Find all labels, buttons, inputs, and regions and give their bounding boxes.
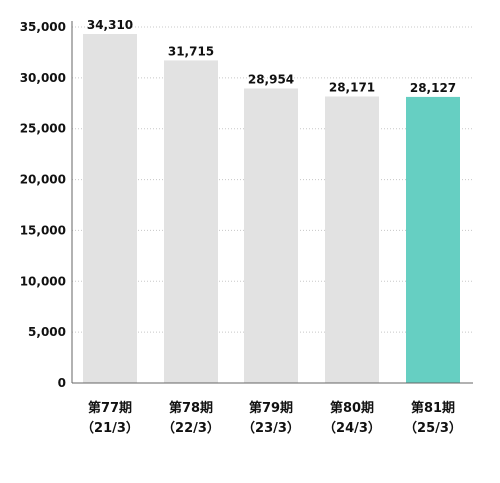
bars	[83, 34, 460, 384]
bar	[83, 34, 137, 384]
data-label: 28,127	[410, 81, 456, 95]
y-tick-label: 15,000	[20, 223, 66, 237]
bar	[164, 60, 218, 383]
data-label: 28,954	[248, 72, 294, 86]
x-category-sublabel: （25/3）	[404, 420, 462, 436]
x-category-labels: 第77期 （21/3） 第78期 （22/3） 第79期 （23/3） 第80期 （24/3）…	[81, 400, 462, 436]
x-category-sublabel: （22/3）	[162, 420, 220, 436]
x-category-label: 第80期	[330, 400, 374, 416]
bar	[325, 96, 379, 383]
y-tick-label: 25,000	[20, 122, 66, 136]
bar	[244, 88, 298, 383]
x-category-sublabel: （23/3）	[242, 420, 300, 436]
x-category-label: 第81期	[411, 400, 455, 416]
y-tick-label: 0	[58, 376, 66, 390]
data-label: 34,310	[87, 18, 133, 32]
axes	[71, 21, 473, 384]
grid-lines	[72, 26, 473, 333]
x-category-label: 第78期	[169, 400, 213, 416]
x-category-sublabel: （21/3）	[81, 420, 139, 436]
y-tick-labels: 0 5,000 10,000 15,000 20,000 25,000 30,000 35,0…	[20, 20, 66, 390]
x-category-label: 第77期	[88, 400, 132, 416]
data-label: 28,171	[329, 80, 375, 94]
data-label: 31,715	[168, 44, 214, 58]
y-tick-label: 10,000	[20, 274, 66, 288]
y-tick-label: 35,000	[20, 20, 66, 34]
y-tick-label: 20,000	[20, 173, 66, 187]
x-category-sublabel: （24/3）	[323, 420, 381, 436]
x-category-label: 第79期	[249, 400, 293, 416]
data-labels: 34,310 31,715 28,954 28,171 28,127	[87, 18, 456, 95]
y-tick-label: 5,000	[28, 325, 66, 339]
bar	[406, 96, 460, 383]
y-tick-label: 30,000	[20, 71, 66, 85]
